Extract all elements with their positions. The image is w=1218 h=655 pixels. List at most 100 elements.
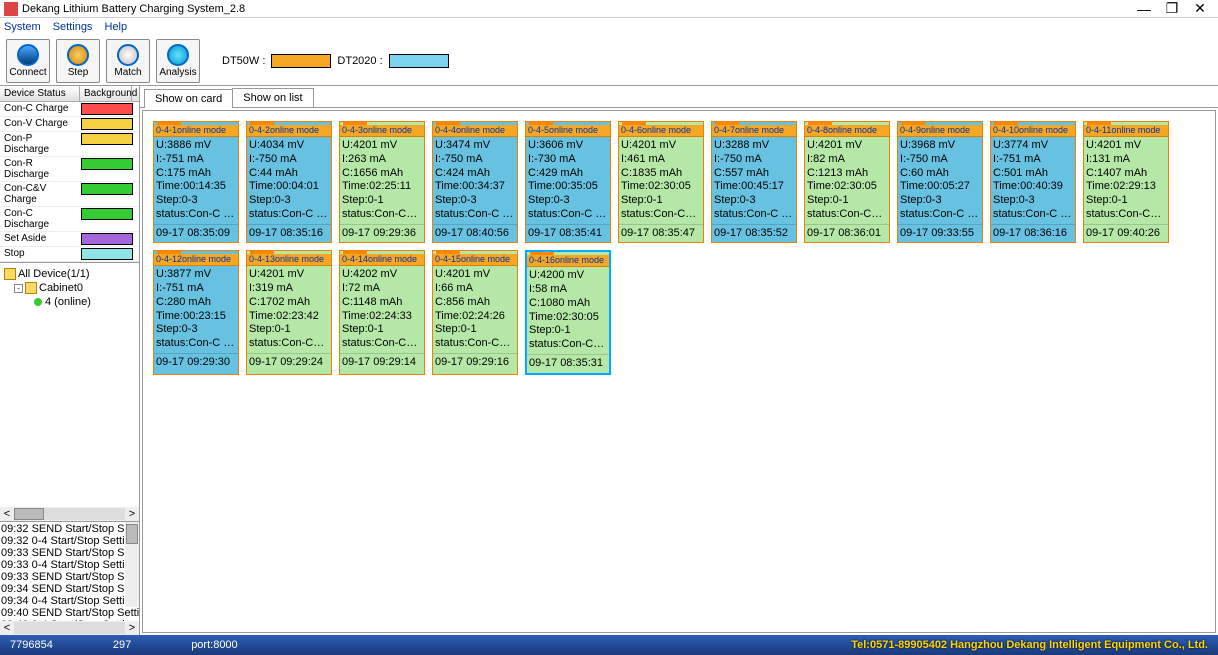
card-field-u: U:4202 mV (342, 268, 422, 282)
scroll-left-icon[interactable]: < (0, 508, 14, 520)
minimize-button[interactable]: — (1130, 1, 1158, 17)
card-header: 0-4-8online mode (805, 125, 889, 137)
tab-show-on-list[interactable]: Show on list (232, 88, 313, 107)
card-field-u: U:3886 mV (156, 139, 236, 153)
status-label: Stop (0, 247, 80, 261)
menu-help[interactable]: Help (104, 21, 127, 33)
log-line: 09:34 0-4 Start/Stop Settings S (1, 595, 138, 607)
card-field-t: Time:00:23:15 (156, 310, 236, 324)
card-field-step: Step:0-3 (714, 194, 794, 208)
battery-card[interactable]: 0-4-15online modeU:4201 mVI:66 mAC:856 m… (432, 250, 518, 374)
scroll-right-icon[interactable]: > (125, 622, 139, 634)
card-timestamp: 09-17 09:29:36 (340, 224, 424, 243)
status-row: Con-P Discharge (0, 132, 139, 157)
card-field-st: status:Con-C&V C... (249, 337, 329, 351)
card-header: 0-4-10online mode (991, 125, 1075, 137)
card-field-i: I:-750 mA (714, 153, 794, 167)
card-field-u: U:4201 mV (807, 139, 887, 153)
card-body: U:4034 mVI:-750 mAC:44 mAhTime:00:04:01S… (247, 137, 331, 224)
battery-card[interactable]: 0-4-14online modeU:4202 mVI:72 mAC:1148 … (339, 250, 425, 374)
analysis-button[interactable]: Analysis (156, 39, 200, 83)
log-line: 09:33 SEND Start/Stop Settings (1, 571, 138, 583)
collapse-icon[interactable]: - (14, 284, 23, 293)
card-timestamp: 09-17 09:29:16 (433, 353, 517, 372)
tree-leaf[interactable]: 4 (online) (45, 296, 91, 308)
card-field-c: C:44 mAh (249, 167, 329, 181)
titlebar: Dekang Lithium Battery Charging System_2… (0, 0, 1218, 18)
card-timestamp: 09-17 08:35:16 (247, 224, 331, 243)
card-body: U:4201 mVI:82 mAC:1213 mAhTime:02:30:05S… (805, 137, 889, 224)
menu-settings[interactable]: Settings (53, 21, 93, 33)
card-field-i: I:58 mA (529, 283, 607, 297)
tree-root[interactable]: All Device(1/1) (18, 268, 90, 280)
status-label: Con-V Charge (0, 117, 80, 131)
scroll-left-icon[interactable]: < (0, 622, 14, 634)
log-hscroll[interactable]: < > (0, 621, 139, 635)
battery-card[interactable]: 0-4-2online modeU:4034 mVI:-750 mAC:44 m… (246, 121, 332, 243)
battery-card[interactable]: 0-4-9online modeU:3968 mVI:-750 mAC:60 m… (897, 121, 983, 243)
connect-button[interactable]: Connect (6, 39, 50, 83)
battery-card[interactable]: 0-4-10online modeU:3774 mVI:-751 mAC:501… (990, 121, 1076, 243)
log-vscroll[interactable] (125, 522, 139, 607)
card-field-step: Step:0-3 (900, 194, 980, 208)
card-field-c: C:557 mAh (714, 167, 794, 181)
cards-grid: 0-4-1online modeU:3886 mVI:-751 mAC:175 … (142, 110, 1216, 633)
card-field-i: I:263 mA (342, 153, 422, 167)
scroll-right-icon[interactable]: > (125, 508, 139, 520)
menu-system[interactable]: System (4, 21, 41, 33)
card-field-step: Step:0-3 (249, 194, 329, 208)
device-tree[interactable]: All Device(1/1) - Cabinet0 4 (online) (0, 263, 139, 507)
card-field-c: C:175 mAh (156, 167, 236, 181)
battery-card[interactable]: 0-4-5online modeU:3606 mVI:-730 mAC:429 … (525, 121, 611, 243)
battery-card[interactable]: 0-4-13online modeU:4201 mVI:319 mAC:1702… (246, 250, 332, 374)
maximize-button[interactable]: ❐ (1158, 0, 1186, 17)
legend-strip: DT50W :DT2020 : (222, 54, 449, 68)
card-field-i: I:82 mA (807, 153, 887, 167)
battery-card[interactable]: 0-4-1online modeU:3886 mVI:-751 mAC:175 … (153, 121, 239, 243)
battery-card[interactable]: 0-4-12online modeU:3877 mVI:-751 mAC:280… (153, 250, 239, 374)
card-body: U:4201 mVI:263 mAC:1656 mAhTime:02:25:11… (340, 137, 424, 224)
tree-hscroll[interactable]: < > (0, 507, 139, 521)
tab-show-on-card[interactable]: Show on card (144, 89, 233, 108)
card-field-u: U:3288 mV (714, 139, 794, 153)
log-line: 09:40 0-4 Start/Stop Settings S (1, 619, 138, 621)
card-field-u: U:3968 mV (900, 139, 980, 153)
card-field-t: Time:00:45:17 (714, 180, 794, 194)
scroll-thumb[interactable] (126, 524, 138, 544)
card-timestamp: 09-17 09:40:26 (1084, 224, 1168, 243)
card-field-i: I:-750 mA (249, 153, 329, 167)
card-header: 0-4-3online mode (340, 125, 424, 137)
status-label: Set Aside (0, 232, 80, 246)
battery-card[interactable]: 0-4-16online modeU:4200 mVI:58 mAC:1080 … (525, 250, 611, 374)
step-button[interactable]: Step (56, 39, 100, 83)
card-header: 0-4-4online mode (433, 125, 517, 137)
card-timestamp: 09-17 08:35:31 (527, 354, 609, 373)
battery-card[interactable]: 0-4-7online modeU:3288 mVI:-750 mAC:557 … (711, 121, 797, 243)
card-timestamp: 09-17 09:29:24 (247, 353, 331, 372)
tree-cabinet[interactable]: Cabinet0 (39, 282, 83, 294)
card-timestamp: 09-17 08:35:41 (526, 224, 610, 243)
card-field-c: C:1080 mAh (529, 297, 607, 311)
card-field-c: C:424 mAh (435, 167, 515, 181)
card-body: U:3774 mVI:-751 mAC:501 mAhTime:00:40:39… (991, 137, 1075, 224)
close-button[interactable]: ✕ (1186, 0, 1214, 17)
status-color-swatch (81, 118, 133, 130)
battery-card[interactable]: 0-4-11online modeU:4201 mVI:131 mAC:1407… (1083, 121, 1169, 243)
battery-card[interactable]: 0-4-4online modeU:3474 mVI:-750 mAC:424 … (432, 121, 518, 243)
online-dot-icon (34, 298, 42, 306)
card-field-t: Time:00:05:27 (900, 180, 980, 194)
scroll-thumb[interactable] (14, 508, 44, 520)
log-panel: 09:32 SEND Start/Stop Settings09:32 0-4 … (0, 521, 139, 621)
legend-swatch (271, 54, 331, 68)
card-field-st: status:Con-C&V C... (807, 208, 887, 222)
match-button[interactable]: Match (106, 39, 150, 83)
card-field-t: Time:00:04:01 (249, 180, 329, 194)
battery-card[interactable]: 0-4-8online modeU:4201 mVI:82 mAC:1213 m… (804, 121, 890, 243)
card-field-t: Time:00:14:35 (156, 180, 236, 194)
card-field-t: Time:02:30:05 (529, 311, 607, 325)
battery-card[interactable]: 0-4-6online modeU:4201 mVI:461 mAC:1835 … (618, 121, 704, 243)
card-field-step: Step:0-1 (249, 323, 329, 337)
card-field-i: I:-750 mA (435, 153, 515, 167)
battery-card[interactable]: 0-4-3online modeU:4201 mVI:263 mAC:1656 … (339, 121, 425, 243)
card-header: 0-4-12online mode (154, 254, 238, 266)
